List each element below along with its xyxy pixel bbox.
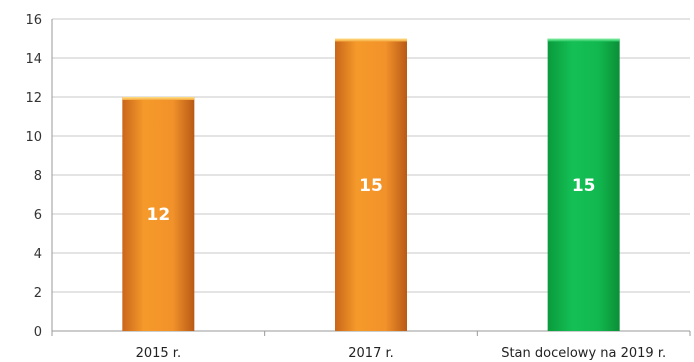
bar xyxy=(335,38,407,331)
x-category-label: Stan docelowy na 2019 r. xyxy=(501,346,666,361)
y-tick-label: 0 xyxy=(34,325,42,340)
bars xyxy=(122,38,620,331)
y-tick-label: 2 xyxy=(34,286,42,301)
y-tick-label: 6 xyxy=(34,208,42,223)
y-tick-label: 4 xyxy=(34,247,42,262)
bar-top-highlight xyxy=(335,38,407,42)
y-tick-label: 16 xyxy=(25,13,42,28)
bar-top-highlight xyxy=(122,97,195,100)
data-labels: 12 15 15 xyxy=(146,176,595,225)
y-tick-label: 10 xyxy=(25,130,42,145)
bar xyxy=(547,38,620,331)
x-category-labels: 2015 r. 2017 r. Stan docelowy na 2019 r. xyxy=(136,346,667,361)
bar xyxy=(122,97,195,331)
data-label: 15 xyxy=(359,176,383,196)
y-tick-label: 14 xyxy=(25,52,42,67)
bar-top-highlight xyxy=(547,38,620,42)
y-tick-label: 12 xyxy=(25,91,42,106)
data-label: 12 xyxy=(146,205,170,225)
data-label: 15 xyxy=(572,176,596,196)
x-category-label: 2015 r. xyxy=(136,346,182,361)
y-tick-labels: 0 2 4 6 8 10 12 14 16 xyxy=(25,13,42,340)
y-tick-label: 8 xyxy=(34,169,42,184)
x-category-label: 2017 r. xyxy=(348,346,394,361)
